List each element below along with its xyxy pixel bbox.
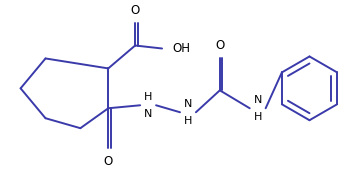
Text: N: N xyxy=(253,95,262,105)
Text: H: H xyxy=(253,112,262,122)
Text: OH: OH xyxy=(172,42,190,55)
Text: H: H xyxy=(144,92,152,102)
Text: H: H xyxy=(184,116,192,126)
Text: N: N xyxy=(184,99,192,109)
Text: N: N xyxy=(144,109,152,119)
Text: O: O xyxy=(131,4,140,17)
Text: O: O xyxy=(215,39,225,52)
Text: O: O xyxy=(103,155,113,168)
